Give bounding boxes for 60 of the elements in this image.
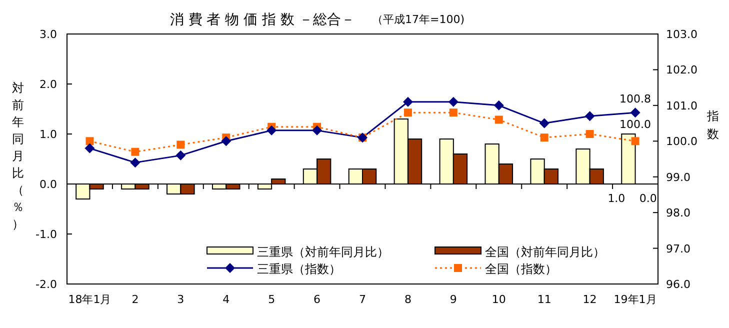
point <box>176 140 185 149</box>
legend-label: 全国（対前年同月比） <box>485 245 605 259</box>
y-tick-label: 0.0 <box>40 178 57 191</box>
x-tick-label: 6 <box>314 293 321 306</box>
y-tick-label: -2.0 <box>36 278 57 291</box>
legend-label: 三重県（対前年同月比） <box>257 245 389 259</box>
point <box>631 137 640 146</box>
point <box>404 108 412 117</box>
x-tick-label: 8 <box>404 293 412 306</box>
point <box>540 134 548 142</box>
point <box>449 108 458 117</box>
x-tick-label: 11 <box>537 293 552 306</box>
legend-label: 三重県（指数） <box>257 262 341 276</box>
y2-tick-label: 97.0 <box>666 242 690 256</box>
y-tick-label: -1.0 <box>36 228 57 241</box>
point <box>86 137 94 146</box>
x-tick-label: 2 <box>132 293 139 306</box>
y2-tick-label: 99.0 <box>666 170 690 184</box>
data-label: 100.8 <box>620 92 652 106</box>
x-tick-label: 5 <box>268 293 276 306</box>
y2-tick-label: 102.0 <box>666 64 698 77</box>
point <box>630 108 640 118</box>
legend-label: 全国（指数） <box>485 262 557 276</box>
y2-tick-label: 96.0 <box>666 278 690 291</box>
point <box>221 136 232 146</box>
y2-tick-label: 98.0 <box>666 206 690 220</box>
x-tick-label: 3 <box>177 293 184 306</box>
text: 対前年同月比（％） <box>12 81 24 231</box>
point <box>266 125 277 136</box>
y2-tick-label: 101.0 <box>666 99 698 112</box>
x-tick-label: 12 <box>582 293 597 306</box>
chart-title: 消 費 者 物 価 指 数 －総合－ <box>170 12 355 28</box>
data-label: 1.0 <box>608 192 626 205</box>
y2-tick-label: 103.0 <box>666 28 698 41</box>
y2-tick-label: 100.0 <box>666 135 698 148</box>
point <box>130 158 140 168</box>
point <box>448 96 458 107</box>
x-tick-label: 7 <box>359 293 366 306</box>
point <box>312 125 322 136</box>
point <box>131 148 140 156</box>
point <box>539 118 550 128</box>
x-tick-label: 10 <box>492 293 506 306</box>
x-tick-label: 19年1月 <box>614 293 657 306</box>
y-tick-label: 3.0 <box>40 28 57 41</box>
y-tick-label: 1.0 <box>40 128 57 141</box>
chart-subtitle: （平成17年=100) <box>372 13 465 26</box>
x-tick-label: 18年1月 <box>68 293 112 306</box>
point <box>494 116 503 124</box>
data-label: 0.0 <box>639 192 657 205</box>
x-tick-label: 9 <box>450 293 457 306</box>
y2-axis-title: 指数 <box>706 109 719 141</box>
data-label: 100.0 <box>620 118 652 132</box>
point <box>494 100 504 110</box>
point <box>586 130 594 138</box>
y-tick-label: 2.0 <box>40 78 57 91</box>
x-tick-label: 4 <box>222 293 230 306</box>
point <box>584 111 595 122</box>
point <box>176 150 186 160</box>
point <box>402 96 413 107</box>
point <box>84 143 95 154</box>
